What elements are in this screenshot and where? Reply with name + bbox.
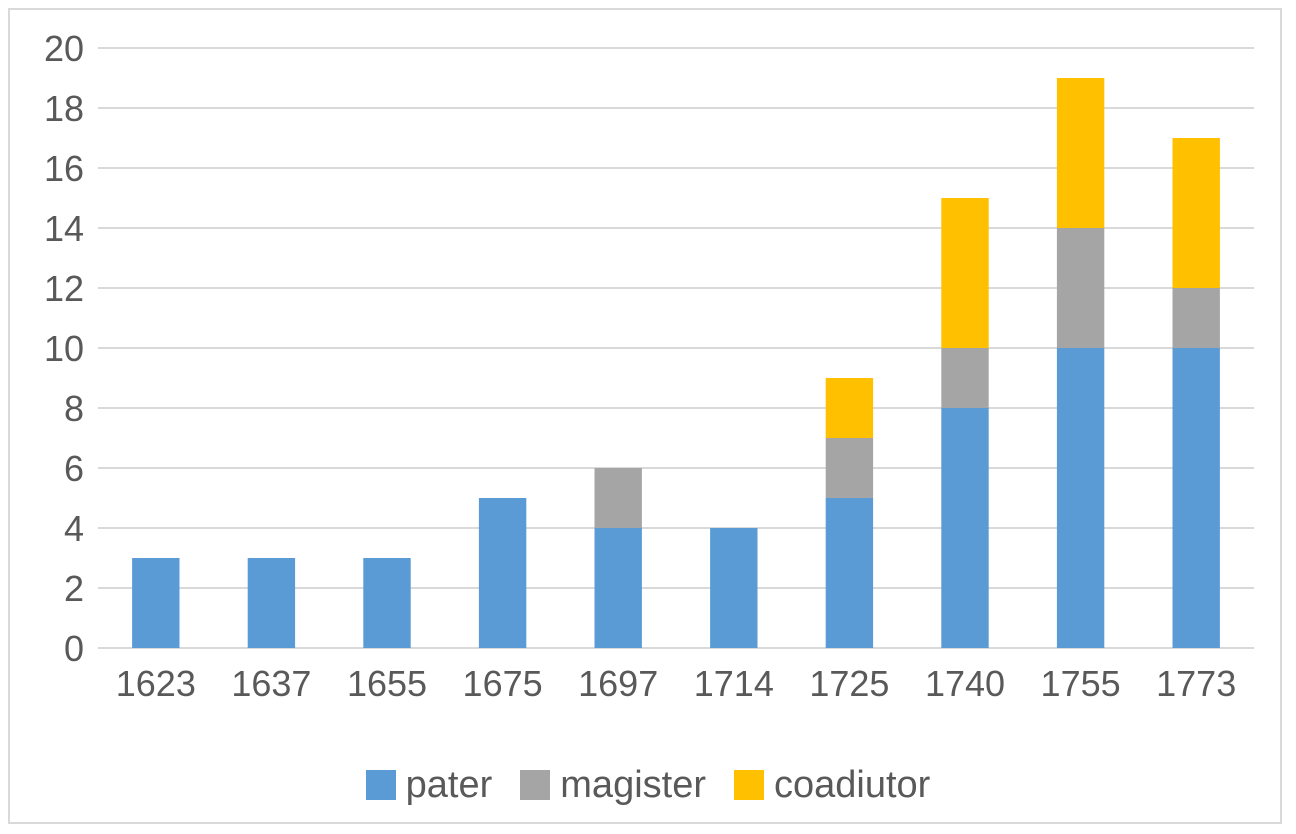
- bar-pater: [1172, 348, 1220, 648]
- bar-pater: [478, 498, 527, 648]
- y-tick-label: 16: [44, 148, 84, 189]
- x-tick-label: 1714: [694, 663, 774, 704]
- bar-pater: [247, 558, 296, 648]
- x-tick-label: 1773: [1156, 663, 1236, 704]
- x-tick-label: 1755: [1041, 663, 1121, 704]
- legend: pater magister coadiutor: [0, 760, 1296, 810]
- bar-pater: [1056, 348, 1105, 648]
- bar-magister: [1172, 288, 1220, 348]
- x-tick-label: 1655: [347, 663, 427, 704]
- legend-swatch-coadiutor: [734, 770, 764, 800]
- y-tick-label: 14: [44, 208, 84, 249]
- x-tick-label: 1675: [463, 663, 543, 704]
- x-tick-label: 1697: [578, 663, 658, 704]
- y-tick-label: 10: [44, 328, 84, 369]
- bar-pater: [941, 408, 989, 648]
- bar-pater: [363, 558, 411, 648]
- y-tick-label: 20: [44, 28, 84, 69]
- x-tick-label: 1725: [809, 663, 889, 704]
- bar-coadiutor: [941, 198, 989, 348]
- legend-label-pater: pater: [405, 763, 493, 806]
- x-tick-label: 1623: [116, 663, 196, 704]
- legend-item-pater: pater: [365, 763, 493, 807]
- bar-pater: [825, 498, 874, 648]
- x-tick-label: 1637: [231, 663, 311, 704]
- bar-coadiutor: [1172, 138, 1220, 288]
- y-tick-label: 18: [44, 88, 84, 129]
- bar-magister: [594, 468, 642, 528]
- y-tick-label: 4: [64, 508, 84, 549]
- y-tick-label: 8: [64, 388, 84, 429]
- legend-item-magister: magister: [520, 764, 706, 807]
- y-tick-label: 2: [64, 568, 84, 609]
- legend-label-coadiutor: coadiutor: [774, 763, 931, 806]
- legend-swatch-pater: [365, 770, 396, 800]
- x-tick-label: 1740: [925, 663, 1005, 704]
- bar-magister: [1056, 228, 1105, 348]
- y-tick-label: 12: [44, 268, 84, 309]
- bar-coadiutor: [1056, 78, 1105, 228]
- bar-pater: [710, 528, 758, 648]
- legend-label-magister: magister: [560, 763, 706, 806]
- legend-swatch-magister: [520, 770, 551, 800]
- y-tick-label: 6: [64, 448, 84, 489]
- legend-item-coadiutor: coadiutor: [734, 764, 930, 807]
- bar-pater: [594, 528, 642, 648]
- bar-magister: [941, 348, 989, 408]
- bar-coadiutor: [825, 378, 874, 438]
- bar-pater: [132, 558, 180, 648]
- bar-magister: [825, 438, 874, 498]
- y-tick-label: 0: [64, 628, 84, 669]
